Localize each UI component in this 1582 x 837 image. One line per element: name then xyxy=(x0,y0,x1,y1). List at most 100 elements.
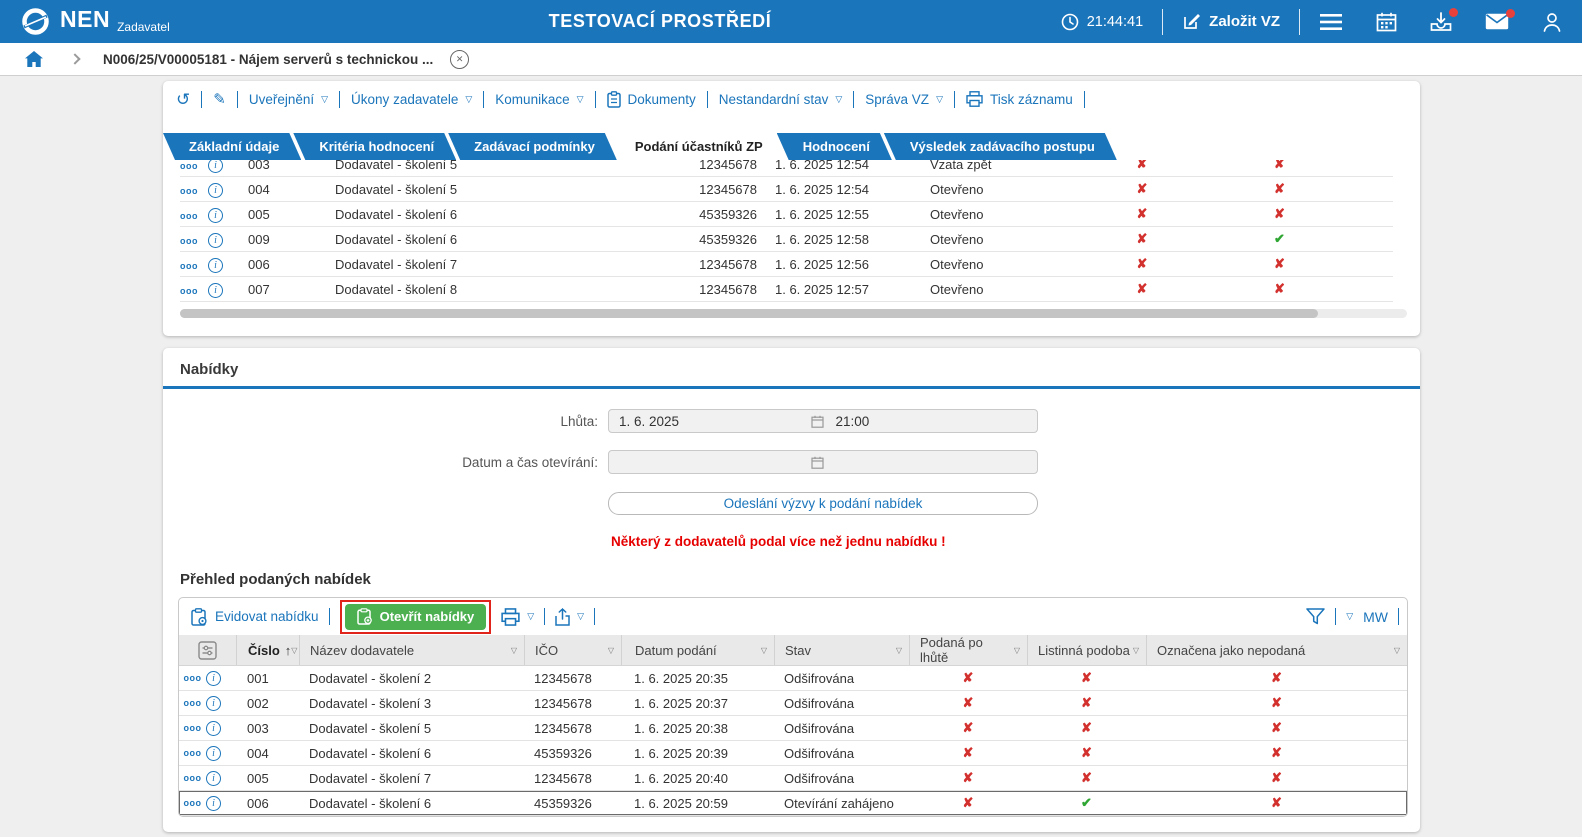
column-header-podana-po-lhute[interactable]: Podaná po lhůtě xyxy=(909,635,1027,665)
environment-title: TESTOVACÍ PROSTŘEDÍ xyxy=(548,11,772,31)
column-header-stav[interactable]: Stav xyxy=(774,635,909,665)
toolbar-item-komunikace[interactable]: Komunikace xyxy=(495,92,583,107)
offer-row[interactable]: 002 Dodavatel - školení 3 12345678 1. 6.… xyxy=(179,691,1407,716)
column-header-listinna-podoba[interactable]: Listinná podoba xyxy=(1027,635,1146,665)
dropdown-caret-icon xyxy=(577,612,584,621)
send-invitation-button[interactable]: Odeslání výzvy k podání nabídek xyxy=(608,492,1038,515)
divider xyxy=(706,90,708,108)
column-caret-icon[interactable] xyxy=(896,646,902,655)
column-header-datum[interactable]: Datum podání xyxy=(621,635,774,665)
offer-row[interactable]: 001 Dodavatel - školení 2 12345678 1. 6.… xyxy=(179,666,1407,691)
column-header-nazev[interactable]: Název dodavatele xyxy=(299,635,524,665)
scrollbar-thumb[interactable] xyxy=(180,309,1318,318)
toolbar-item-nestandardni-stav[interactable]: Nestandardní stav xyxy=(719,92,842,107)
participant-row[interactable]: 006 Dodavatel - školení 7 12345678 1. 6.… xyxy=(180,252,1393,277)
column-caret-icon[interactable] xyxy=(1394,646,1400,655)
column-header-oznacena-jako-nepodana[interactable]: Označena jako nepodaná xyxy=(1146,635,1407,665)
offer-row[interactable]: 006 Dodavatel - školení 6 45359326 1. 6.… xyxy=(179,791,1407,816)
flag-mark: ✘ xyxy=(1136,181,1148,196)
horizontal-scrollbar[interactable] xyxy=(180,309,1407,318)
row-menu-icon[interactable] xyxy=(179,798,206,808)
row-menu-icon[interactable] xyxy=(179,723,206,733)
close-circle-icon[interactable] xyxy=(450,49,470,69)
menu-icon[interactable] xyxy=(1319,13,1343,31)
participant-row[interactable]: 003 Dodavatel - školení 5 12345678 1. 6.… xyxy=(180,160,1393,177)
row-menu-icon[interactable] xyxy=(179,748,206,758)
row-menu-icon[interactable] xyxy=(180,232,208,247)
row-menu-icon[interactable] xyxy=(180,282,208,297)
pencil-icon[interactable]: ✎ xyxy=(213,90,226,108)
print-button[interactable] xyxy=(501,607,534,626)
calendar-icon[interactable] xyxy=(810,456,824,469)
filter-icon[interactable] xyxy=(1306,608,1325,625)
row-menu-icon[interactable] xyxy=(179,673,206,683)
export-button[interactable] xyxy=(555,607,584,626)
status-text: Otevřeno xyxy=(930,181,984,197)
column-caret-icon[interactable] xyxy=(291,646,297,655)
column-header-cislo[interactable]: Číslo xyxy=(236,635,299,665)
row-info-icon[interactable] xyxy=(208,281,238,298)
history-icon[interactable]: ↺ xyxy=(176,89,191,109)
calendar-icon[interactable] xyxy=(1376,12,1397,32)
column-caret-icon[interactable] xyxy=(608,646,614,655)
offer-row[interactable]: 003 Dodavatel - školení 5 12345678 1. 6.… xyxy=(179,716,1407,741)
supplier-name: Dodavatel - školení 3 xyxy=(309,695,432,711)
user-initials[interactable]: MW xyxy=(1363,608,1388,625)
tab[interactable]: Základní údaje xyxy=(163,133,301,160)
participant-row[interactable]: 005 Dodavatel - školení 6 45359326 1. 6.… xyxy=(180,202,1393,227)
column-header-ico[interactable]: IČO xyxy=(524,635,621,665)
nen-logo[interactable]: NEN Zadavatel xyxy=(20,6,170,37)
home-icon[interactable] xyxy=(25,51,43,67)
row-info-icon[interactable] xyxy=(206,745,236,761)
offer-row[interactable]: 004 Dodavatel - školení 6 45359326 1. 6.… xyxy=(179,741,1407,766)
row-info-icon[interactable] xyxy=(206,670,236,686)
row-menu-icon[interactable] xyxy=(180,160,208,172)
offer-row[interactable]: 005 Dodavatel - školení 7 12345678 1. 6.… xyxy=(179,766,1407,791)
tab[interactable]: Kritéria hodnocení xyxy=(293,133,456,160)
column-caret-icon[interactable] xyxy=(761,646,767,655)
row-menu-icon[interactable] xyxy=(180,182,208,197)
open-offers-button[interactable]: Otevřít nabídky xyxy=(344,603,487,630)
tab[interactable]: Zadávací podmínky xyxy=(448,133,617,160)
breadcrumb-record-title[interactable]: N006/25/V00005181 - Nájem serverů s tech… xyxy=(103,51,434,67)
opening-field[interactable] xyxy=(608,450,1038,474)
paper-flag-mark: ✘ xyxy=(1081,745,1092,760)
column-caret-icon[interactable] xyxy=(1014,646,1020,655)
row-info-icon[interactable] xyxy=(208,160,238,173)
row-menu-icon[interactable] xyxy=(180,207,208,222)
row-info-icon[interactable] xyxy=(208,206,238,223)
toolbar-item-dokumenty[interactable]: Dokumenty xyxy=(606,90,696,108)
row-info-icon[interactable] xyxy=(208,256,238,273)
column-caret-icon[interactable] xyxy=(511,646,517,655)
row-info-icon[interactable] xyxy=(206,720,236,736)
user-icon[interactable] xyxy=(1542,12,1562,32)
column-config-button[interactable] xyxy=(179,635,236,665)
tab[interactable]: Hodnocení xyxy=(777,133,892,160)
user-menu-caret-icon[interactable] xyxy=(1346,612,1353,621)
create-vz-button[interactable]: Založit VZ xyxy=(1182,12,1280,31)
row-info-icon[interactable] xyxy=(206,695,236,711)
messages-button[interactable] xyxy=(1485,9,1515,30)
tab[interactable]: Podání účastníků ZP xyxy=(609,133,785,160)
participant-row[interactable]: 009 Dodavatel - školení 6 45359326 1. 6.… xyxy=(180,227,1393,252)
calendar-icon[interactable] xyxy=(810,415,824,428)
row-menu-icon[interactable] xyxy=(179,773,206,783)
participant-row[interactable]: 007 Dodavatel - školení 8 12345678 1. 6.… xyxy=(180,277,1393,302)
participant-row[interactable]: 004 Dodavatel - školení 5 12345678 1. 6.… xyxy=(180,177,1393,202)
column-caret-icon[interactable] xyxy=(1133,646,1139,655)
inbox-button[interactable] xyxy=(1430,7,1458,32)
toolbar-item-tisk-zaznamu[interactable]: Tisk záznamu xyxy=(966,91,1073,107)
toolbar-item-label: Tisk záznamu xyxy=(989,91,1073,107)
tab[interactable]: Výsledek zadávacího postupu xyxy=(884,133,1117,160)
row-menu-icon[interactable] xyxy=(180,257,208,272)
row-info-icon[interactable] xyxy=(206,770,236,786)
row-info-icon[interactable] xyxy=(206,795,236,811)
deadline-field[interactable]: 1. 6. 2025 21:00 xyxy=(608,409,1038,433)
record-offer-button[interactable]: Evidovat nabídku xyxy=(191,607,319,626)
toolbar-item-uverejneni[interactable]: Uveřejnění xyxy=(249,92,328,107)
toolbar-item-ukony-zadavatele[interactable]: Úkony zadavatele xyxy=(351,92,472,107)
row-info-icon[interactable] xyxy=(208,181,238,198)
toolbar-item-sprava-vz[interactable]: Správa VZ xyxy=(865,92,943,107)
row-menu-icon[interactable] xyxy=(179,698,206,708)
row-info-icon[interactable] xyxy=(208,231,238,248)
